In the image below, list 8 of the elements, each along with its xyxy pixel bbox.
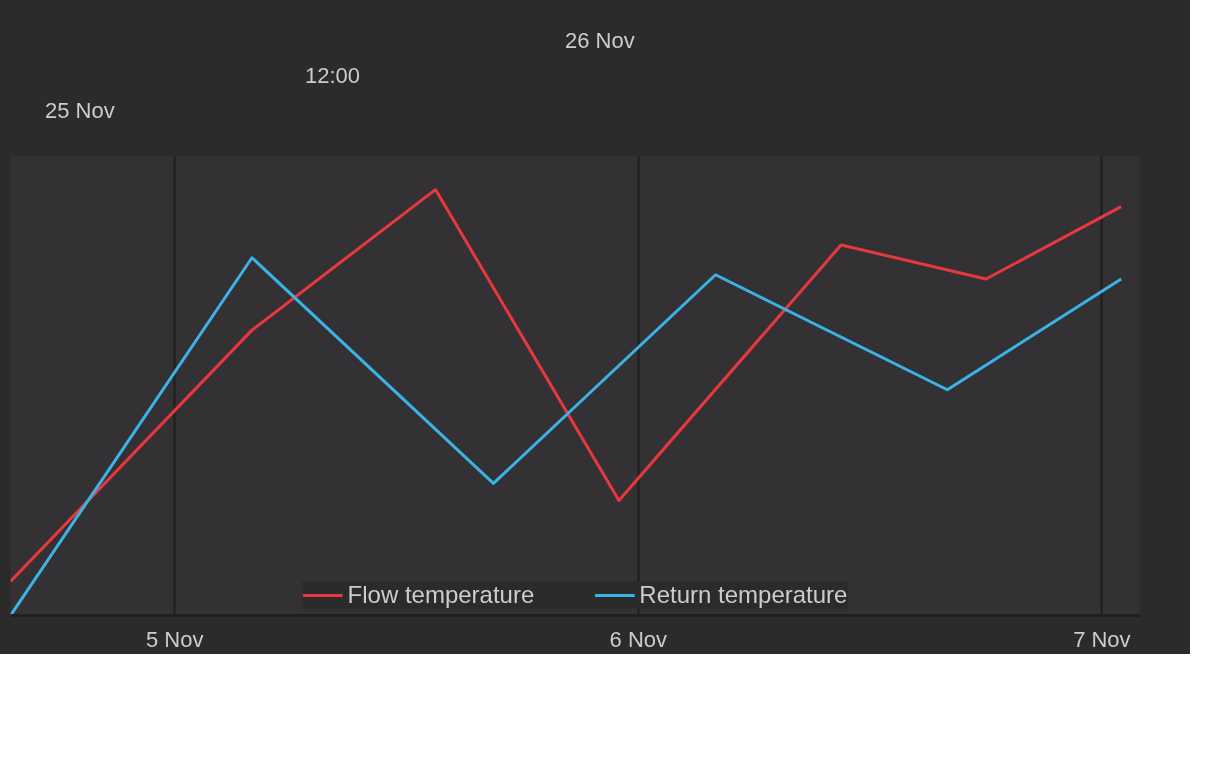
text: 26 Nov: [565, 27, 635, 55]
text: 25 Nov: [45, 97, 115, 125]
x-tick-label: 6 Nov: [609, 626, 668, 652]
x-tick-label: 7 Nov: [1073, 626, 1131, 652]
x-tick-label: 5 Nov: [145, 626, 204, 652]
text: 12:00: [305, 62, 361, 90]
legend-label: Return temperature: [639, 581, 848, 609]
legend-label: Flow temperature: [347, 581, 535, 609]
